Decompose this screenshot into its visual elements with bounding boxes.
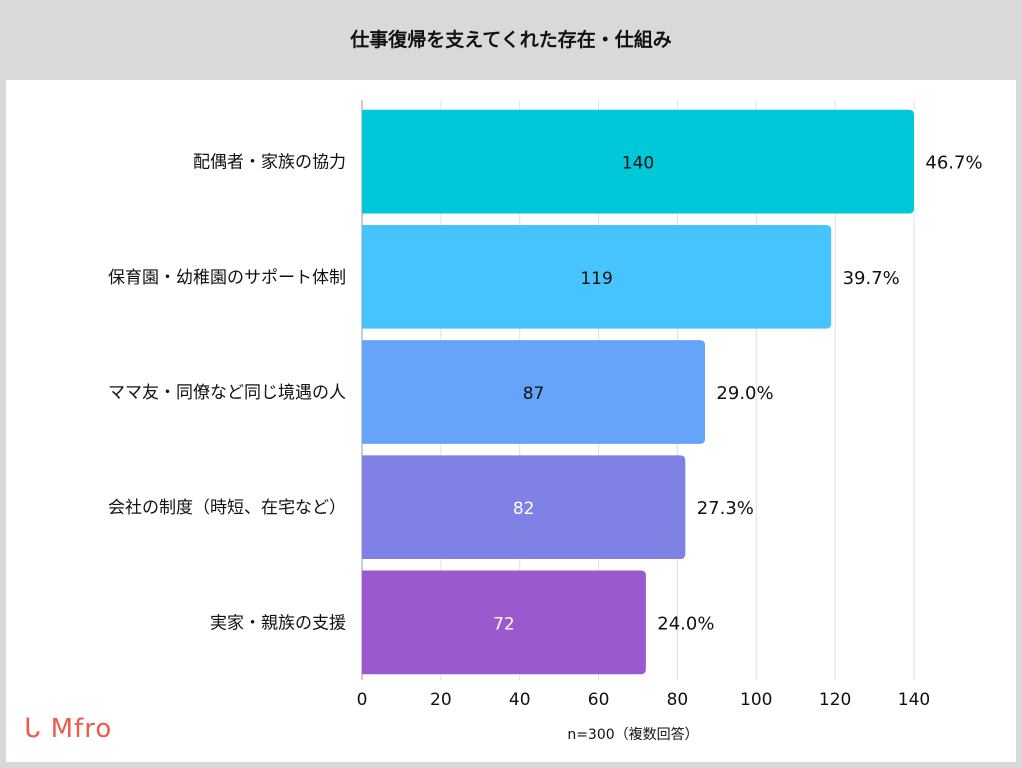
mfro-logo: ᒐ Mfro — [24, 714, 112, 744]
logo-mark-icon: ᒐ — [24, 714, 42, 744]
percent-label: 24.0% — [657, 613, 714, 634]
chart-title: 仕事復帰を支えてくれた存在・仕組み — [350, 29, 672, 51]
bar — [362, 340, 706, 444]
bar — [362, 455, 686, 560]
x-tick-label: 20 — [430, 690, 452, 710]
x-tick-label: 60 — [588, 690, 610, 710]
category-label: 保育園・幼稚園のサポート体制 — [108, 268, 346, 288]
percent-label: 46.7% — [925, 153, 982, 174]
x-tick-label: 100 — [740, 690, 772, 710]
bar — [362, 224, 832, 329]
percent-label: 27.3% — [697, 498, 754, 519]
x-tick-label: 140 — [898, 690, 930, 710]
value-label: 87 — [523, 384, 545, 404]
x-tick-label: 40 — [509, 690, 531, 710]
category-label: 会社の制度（時短、在宅など） — [108, 498, 346, 518]
category-label: ママ友・同僚など同じ境遇の人 — [108, 383, 346, 403]
x-tick-label: 80 — [667, 690, 689, 710]
bar — [362, 570, 646, 675]
value-label: 140 — [622, 154, 654, 174]
category-label: 実家・親族の支援 — [210, 613, 346, 633]
x-tick-label: 0 — [357, 690, 368, 710]
logo-text: Mfro — [50, 714, 113, 744]
bar — [362, 109, 914, 214]
value-label: 72 — [493, 614, 515, 634]
x-axis-label: n=300（複数回答） — [567, 726, 698, 743]
percent-label: 39.7% — [843, 268, 900, 289]
category-label: 配偶者・家族の協力 — [193, 153, 346, 173]
value-label: 82 — [513, 499, 535, 519]
percent-label: 29.0% — [716, 383, 773, 404]
value-label: 119 — [580, 269, 612, 289]
x-tick-label: 120 — [819, 690, 851, 710]
